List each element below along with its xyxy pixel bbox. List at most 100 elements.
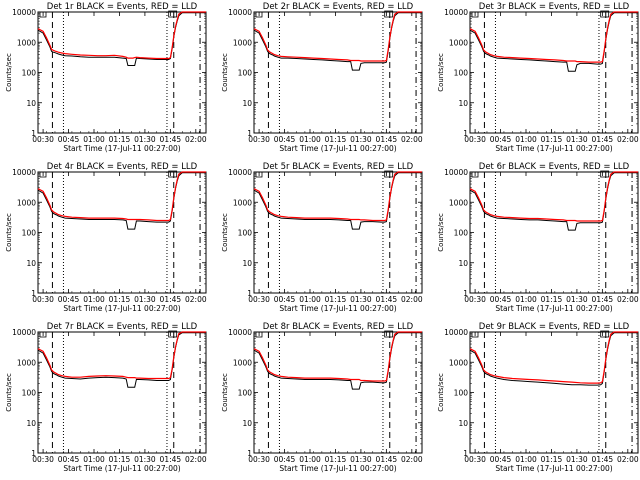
x-tick-label: 01:15	[325, 455, 347, 464]
x-tick-label: 00:45	[274, 135, 296, 144]
start-flag-box	[39, 11, 47, 18]
x-tick-label: 02:00	[401, 455, 423, 464]
x-axis-label: Start Time (17-Jul-11 00:27:00)	[279, 464, 396, 473]
x-tick-label: 00:30	[32, 135, 54, 144]
x-tick-label: 01:30	[350, 455, 372, 464]
y-tick-label: 1000	[17, 38, 36, 47]
x-axis-label: Start Time (17-Jul-11 00:27:00)	[63, 144, 180, 153]
start-flag-box	[255, 11, 263, 18]
y-tick-label: 10	[26, 259, 36, 268]
end-flag-box	[168, 10, 178, 18]
x-tick-label: 01:45	[376, 135, 398, 144]
y-axis-label: Counts/sec	[437, 213, 445, 252]
x-tick-label: 00:30	[32, 295, 54, 304]
series-lld-line	[253, 171, 422, 222]
panel-title: Det 4r BLACK = Events, RED = LLD	[47, 162, 198, 172]
x-tick-label: 00:45	[58, 295, 80, 304]
y-tick-label: 100	[22, 69, 37, 78]
y-tick-label: 10	[242, 419, 252, 428]
x-axis-label: Start Time (17-Jul-11 00:27:00)	[63, 304, 180, 313]
y-tick-label: 10000	[444, 8, 468, 17]
y-tick-label: 1000	[17, 198, 36, 207]
x-tick-label: 01:45	[592, 135, 614, 144]
x-tick-label: 01:00	[515, 455, 537, 464]
y-tick-label: 1	[463, 449, 468, 458]
panel-title: Det 9r BLACK = Events, RED = LLD	[479, 322, 630, 332]
x-tick-label: 02:00	[401, 295, 423, 304]
y-tick-label: 10	[458, 99, 468, 108]
end-flag-box	[384, 170, 394, 178]
x-tick-label: 01:15	[325, 295, 347, 304]
panel-7: Det 7r BLACK = Events, RED = LLD 1 10 100 10…	[5, 322, 207, 473]
end-flag-box	[168, 170, 178, 178]
x-tick-label: 01:15	[109, 295, 131, 304]
start-flag-box	[39, 331, 47, 338]
y-tick-label: 10	[26, 99, 36, 108]
x-tick-label: 00:45	[274, 295, 296, 304]
y-tick-label: 1	[463, 289, 468, 298]
y-tick-label: 10000	[444, 168, 468, 177]
x-tick-label: 02:00	[617, 295, 639, 304]
x-tick-label: 01:30	[134, 455, 156, 464]
end-flag-box	[168, 330, 178, 338]
series-lld-line	[469, 11, 638, 63]
x-tick-label: 01:00	[299, 295, 321, 304]
panel-1: Det 1r BLACK = Events, RED = LLD 1 10 100 10…	[5, 2, 207, 153]
panel-title: Det 8r BLACK = Events, RED = LLD	[263, 322, 414, 332]
panel-8: Det 8r BLACK = Events, RED = LLD 1 10 100 10…	[221, 322, 423, 473]
panel-title: Det 1r BLACK = Events, RED = LLD	[47, 2, 198, 12]
end-flag-box	[600, 10, 610, 18]
y-tick-label: 100	[238, 389, 253, 398]
x-tick-label: 01:30	[566, 135, 588, 144]
x-tick-label: 00:45	[58, 455, 80, 464]
y-tick-label: 1000	[233, 358, 252, 367]
x-axis-label: Start Time (17-Jul-11 00:27:00)	[495, 144, 612, 153]
x-axis-label: Start Time (17-Jul-11 00:27:00)	[279, 144, 396, 153]
y-tick-label: 100	[454, 229, 469, 238]
panel-9: Det 9r BLACK = Events, RED = LLD 1 10 100 10…	[437, 322, 639, 473]
y-tick-label: 10000	[12, 328, 36, 337]
panel-title: Det 2r BLACK = Events, RED = LLD	[263, 2, 414, 12]
y-axis-label: Counts/sec	[221, 53, 229, 92]
x-tick-label: 00:30	[464, 135, 486, 144]
x-tick-label: 01:15	[541, 455, 563, 464]
series-lld-line	[37, 171, 206, 222]
x-tick-label: 01:00	[299, 135, 321, 144]
y-tick-label: 10000	[228, 168, 252, 177]
x-tick-label: 01:45	[160, 135, 182, 144]
x-tick-label: 01:30	[350, 135, 372, 144]
y-axis-label: Counts/sec	[5, 53, 13, 92]
panel-2: Det 2r BLACK = Events, RED = LLD 1 10 100 10…	[221, 2, 423, 153]
y-axis-label: Counts/sec	[437, 53, 445, 92]
panel-title: Det 3r BLACK = Events, RED = LLD	[479, 2, 630, 12]
panel-6: Det 6r BLACK = Events, RED = LLD 1 10 100 10…	[437, 162, 639, 313]
x-axis-label: Start Time (17-Jul-11 00:27:00)	[279, 304, 396, 313]
x-tick-label: 00:30	[248, 455, 270, 464]
y-tick-label: 1000	[17, 358, 36, 367]
x-tick-label: 01:15	[109, 135, 131, 144]
series-lld-line	[469, 171, 638, 222]
x-tick-label: 01:15	[325, 135, 347, 144]
start-flag-box	[39, 171, 47, 178]
end-flag-box	[384, 10, 394, 18]
y-tick-label: 10000	[228, 8, 252, 17]
panel-title: Det 6r BLACK = Events, RED = LLD	[479, 162, 630, 172]
x-axis-label: Start Time (17-Jul-11 00:27:00)	[495, 304, 612, 313]
y-tick-label: 1	[31, 449, 36, 458]
y-tick-label: 100	[454, 389, 469, 398]
start-flag-box	[471, 11, 479, 18]
y-tick-label: 10	[242, 259, 252, 268]
x-tick-label: 02:00	[185, 135, 207, 144]
x-tick-label: 01:00	[515, 135, 537, 144]
x-tick-label: 01:00	[83, 455, 105, 464]
y-tick-label: 1	[31, 289, 36, 298]
x-tick-label: 00:45	[490, 455, 512, 464]
y-tick-label: 10000	[228, 328, 252, 337]
x-tick-label: 01:45	[592, 295, 614, 304]
y-tick-label: 10000	[444, 328, 468, 337]
y-axis-label: Counts/sec	[437, 373, 445, 412]
start-flag-box	[471, 331, 479, 338]
x-tick-label: 02:00	[401, 135, 423, 144]
x-tick-label: 01:15	[541, 295, 563, 304]
x-tick-label: 00:45	[274, 455, 296, 464]
